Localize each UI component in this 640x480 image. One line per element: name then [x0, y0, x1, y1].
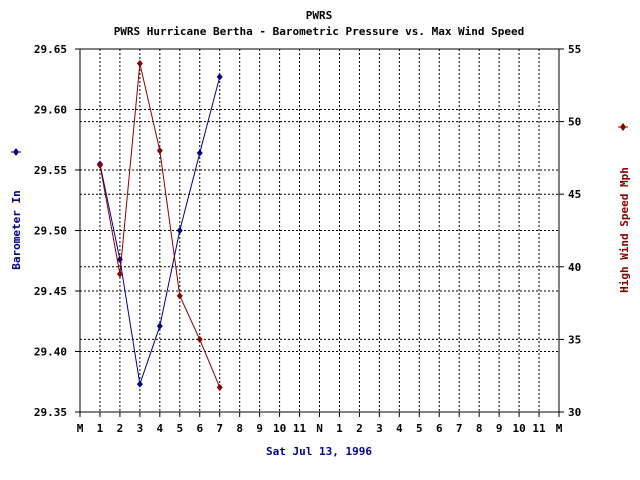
barometer-point	[136, 380, 143, 388]
x-tick-label: 4	[396, 422, 403, 435]
x-ticks: M 1 2 3 4 5 6 7 8 9 10 11 N 1 2 3 4 5 6 7 8 9 10 11 M	[77, 412, 563, 435]
series-wind	[96, 60, 223, 391]
y-left-tick-label: 29.50	[34, 225, 67, 238]
x-tick-label: 2	[117, 422, 124, 435]
y-right-ticks: 30 35 40 45 50 55	[559, 43, 581, 419]
x-tick-label: 3	[137, 422, 144, 435]
x-tick-label: 1	[336, 422, 343, 435]
wind-point	[176, 292, 183, 300]
x-tick-label: 4	[157, 422, 164, 435]
x-tick-label: M	[556, 422, 563, 435]
x-tick-label: 7	[216, 422, 223, 435]
y-right-tick-label: 55	[568, 43, 581, 56]
y-left-tick-label: 29.60	[34, 104, 67, 117]
y-right-tick-label: 35	[568, 333, 581, 346]
chart-title: PWRS	[306, 9, 333, 22]
y-left-tick-label: 29.45	[34, 285, 67, 298]
y-right-legend: High Wind Speed Mph	[618, 123, 631, 293]
y-left-tick-label: 29.35	[34, 406, 67, 419]
y-left-tick-label: 29.40	[34, 346, 67, 359]
x-tick-label: N	[316, 422, 323, 435]
y-right-tick-label: 50	[568, 116, 581, 129]
barometer-point	[196, 149, 203, 157]
y-left-tick-label: 29.65	[34, 43, 67, 56]
x-tick-label: 7	[456, 422, 463, 435]
barometer-point	[176, 227, 183, 234]
wind-point	[216, 383, 223, 391]
x-tick-label: 10	[512, 422, 525, 435]
wind-point	[136, 60, 143, 68]
x-axis-label: Sat Jul 13, 1996	[266, 445, 372, 458]
series-barometer	[96, 73, 223, 388]
x-tick-label: 8	[476, 422, 483, 435]
wind-point	[116, 270, 123, 278]
y-right-tick-label: 45	[568, 188, 581, 201]
x-tick-label: 5	[176, 422, 183, 435]
barometer-point	[216, 73, 223, 81]
y-right-label: High Wind Speed Mph	[618, 167, 631, 293]
chart-subtitle: PWRS Hurricane Bertha - Barometric Press…	[114, 25, 525, 38]
y-left-ticks: 29.35 29.40 29.45 29.50 29.55 29.60 29.65	[34, 43, 80, 419]
grid	[80, 49, 559, 412]
x-tick-label: 8	[236, 422, 243, 435]
x-tick-label: 11	[532, 422, 546, 435]
y-right-tick-label: 30	[568, 406, 581, 419]
x-tick-label: 9	[496, 422, 503, 435]
barometer-point	[156, 322, 163, 330]
x-tick-label: 5	[416, 422, 423, 435]
barometer-legend-marker	[13, 148, 19, 156]
y-left-legend: Barometer In	[10, 148, 23, 270]
wind-legend-marker	[620, 123, 626, 131]
wind-point	[196, 335, 203, 343]
x-tick-label: 9	[256, 422, 263, 435]
x-tick-label: 2	[356, 422, 363, 435]
x-tick-label: 3	[376, 422, 383, 435]
wind-point	[96, 161, 103, 169]
y-left-label: Barometer In	[10, 190, 23, 269]
x-tick-label: 10	[273, 422, 286, 435]
y-right-tick-label: 40	[568, 261, 581, 274]
x-tick-label: 1	[97, 422, 104, 435]
wind-point	[156, 147, 163, 155]
y-left-tick-label: 29.55	[34, 164, 67, 177]
x-tick-label: M	[77, 422, 84, 435]
x-tick-label: 6	[196, 422, 203, 435]
x-tick-label: 11	[293, 422, 307, 435]
x-tick-label: 6	[436, 422, 443, 435]
